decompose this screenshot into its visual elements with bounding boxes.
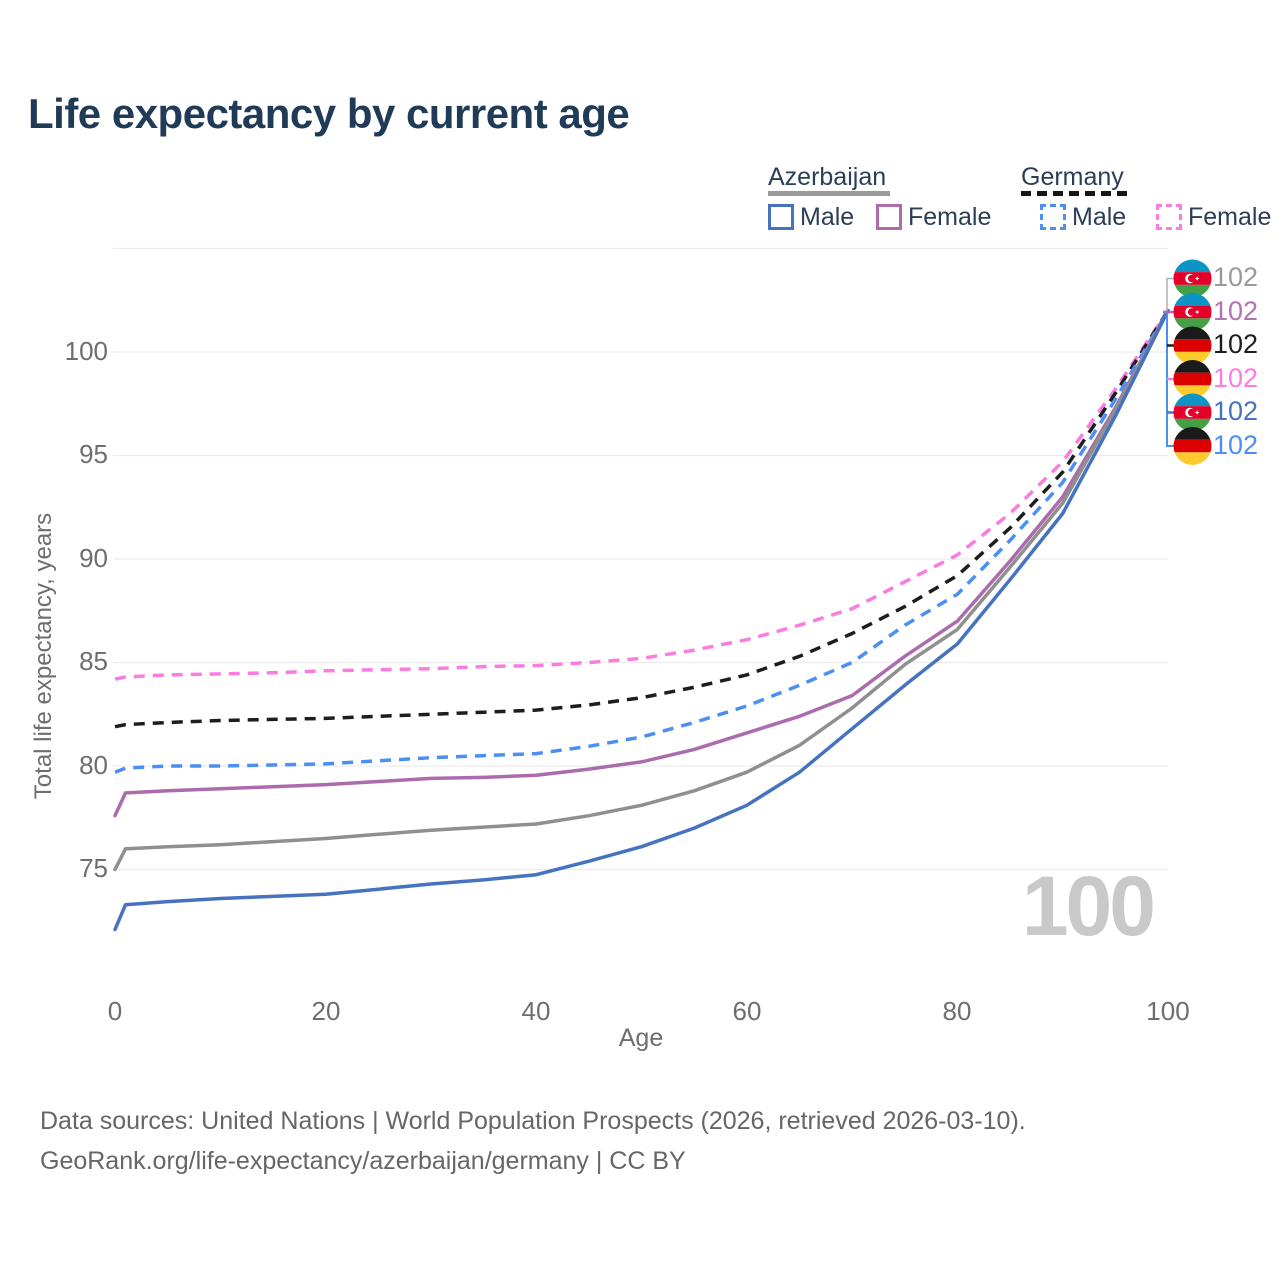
page-title: Life expectancy by current age (28, 90, 630, 137)
end-label-germany-male: 102 (1213, 430, 1259, 460)
end-label-germany-total: 102 (1213, 329, 1259, 359)
end-label-azerbaijan-total: 102 (1213, 262, 1259, 292)
x-tick-20: 20 (311, 996, 341, 1026)
series-lines (113, 308, 1170, 932)
flag-icons (1174, 260, 1212, 466)
y-tick-75: 75 (79, 853, 108, 883)
end-label-leader-lines (1163, 277, 1174, 447)
end-label-azerbaijan-female: 102 (1213, 296, 1259, 326)
x-tick-60: 60 (732, 996, 762, 1026)
legend-label-azerbaijan-male[interactable]: Male (800, 203, 855, 231)
legend-group-germany: Germany (1021, 163, 1124, 191)
x-tick-100: 100 (1146, 996, 1190, 1026)
legend-group-azerbaijan: Azerbaijan (768, 163, 887, 191)
x-tick-40: 40 (521, 996, 551, 1026)
germany-flag-icon (1174, 360, 1212, 398)
legend-checkbox-germany-male[interactable] (1040, 204, 1066, 230)
legend-checkbox-azerbaijan-male[interactable] (768, 204, 794, 230)
data-sources-text: Data sources: United Nations | World Pop… (40, 1107, 1026, 1135)
y-axis-title: Total life expectancy, years (30, 512, 57, 800)
y-tick-100: 100 (64, 336, 108, 366)
germany-flag-icon (1174, 327, 1212, 365)
germany-dashed-line-swatch (1021, 191, 1127, 196)
y-tick-95: 95 (79, 439, 108, 469)
azerbaijan-flag-icon (1174, 260, 1212, 298)
age-watermark: 100 (1021, 859, 1156, 953)
x-tick-80: 80 (942, 996, 972, 1026)
germany-flag-icon (1174, 427, 1212, 465)
x-tick-0: 0 (107, 996, 123, 1026)
azerbaijan-solid-line-swatch (768, 191, 890, 196)
line-germany-total (114, 309, 1170, 729)
x-axis-title: Age (618, 1024, 664, 1052)
legend-label-germany-female[interactable]: Female (1188, 203, 1272, 231)
line-azerbaijan-total (113, 308, 1170, 872)
legend-checkbox-germany-female[interactable] (1156, 204, 1182, 230)
attribution-text: GeoRank.org/life-expectancy/azerbaijan/g… (40, 1147, 686, 1175)
y-tick-80: 80 (79, 750, 108, 780)
line-azerbaijan-female (113, 308, 1170, 818)
legend-label-azerbaijan-female[interactable]: Female (908, 203, 992, 231)
azerbaijan-flag-icon (1174, 394, 1212, 432)
line-germany-male (114, 309, 1170, 774)
end-label-azerbaijan-male: 102 (1213, 396, 1259, 426)
y-tick-90: 90 (79, 543, 108, 573)
legend-label-germany-male[interactable]: Male (1072, 203, 1127, 231)
line-azerbaijan-male (113, 308, 1170, 932)
leader-az-total (1166, 277, 1174, 312)
leader-de-male (1166, 312, 1174, 447)
line-germany-female (114, 309, 1170, 681)
end-label-germany-female: 102 (1213, 363, 1259, 393)
legend-checkbox-azerbaijan-female[interactable] (876, 204, 902, 230)
azerbaijan-flag-icon (1174, 293, 1212, 331)
y-tick-85: 85 (79, 646, 108, 676)
